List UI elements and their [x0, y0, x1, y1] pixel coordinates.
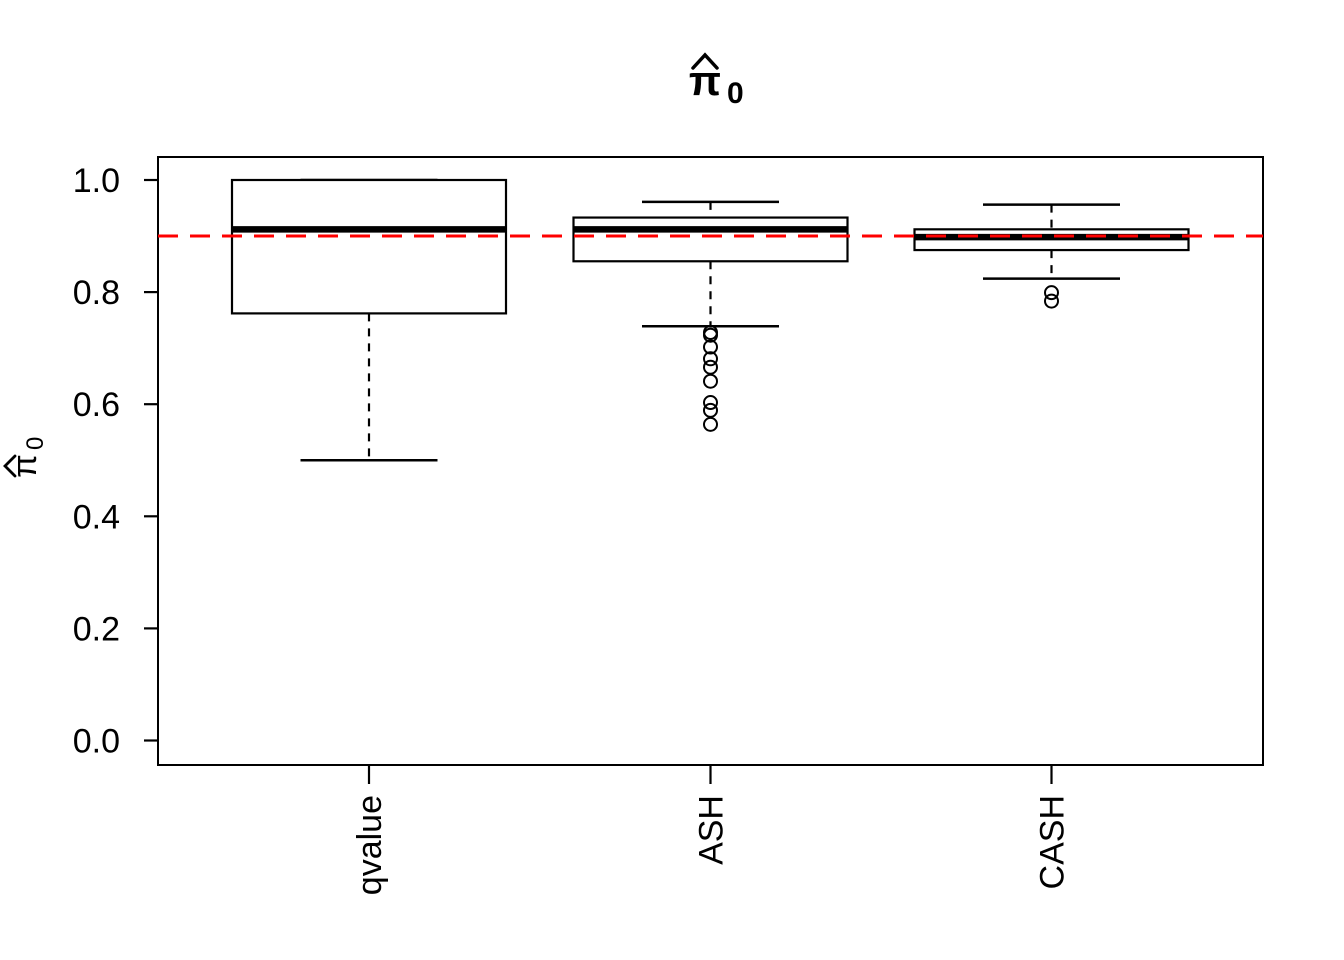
outlier-point	[1044, 285, 1059, 301]
y-axis: 0.0 0.2 0.4 0.6 0.8 1.0	[73, 162, 158, 761]
box-CASH	[913, 203, 1190, 309]
y-tick-label: 0.4	[73, 498, 120, 536]
box-qvalue	[230, 178, 508, 462]
outlier-point	[703, 359, 718, 375]
outlier-point	[703, 351, 718, 367]
outlier-point	[703, 373, 718, 389]
title-subscript: 0	[727, 77, 744, 110]
outlier-point	[703, 395, 718, 411]
x-category-label: ASH	[693, 795, 731, 865]
box-ASH	[572, 200, 849, 432]
x-category-label: CASH	[1034, 795, 1072, 889]
outlier-point	[703, 327, 718, 343]
x-axis: qvalue ASH CASH	[351, 765, 1072, 895]
outlier-point	[1044, 293, 1059, 309]
x-category-label: qvalue	[351, 795, 389, 895]
iqr-box	[572, 216, 849, 263]
hat-accent	[3, 454, 17, 478]
y-tick-label: 0.2	[73, 610, 120, 648]
y-tick-label: 0.8	[73, 274, 120, 312]
y-tick-label: 0.0	[73, 723, 120, 761]
outlier-point	[703, 339, 718, 355]
y-tick-label: 1.0	[73, 162, 120, 200]
outlier-point	[703, 416, 718, 432]
ylabel-symbol: π	[6, 454, 44, 477]
y-axis-label: π0	[3, 437, 49, 478]
ylabel-subscript: 0	[22, 437, 49, 450]
hat-accent	[691, 52, 719, 70]
y-tick-label: 0.6	[73, 386, 120, 424]
iqr-box	[230, 178, 508, 315]
outlier-point	[703, 402, 718, 418]
title-symbol: π	[689, 57, 721, 104]
